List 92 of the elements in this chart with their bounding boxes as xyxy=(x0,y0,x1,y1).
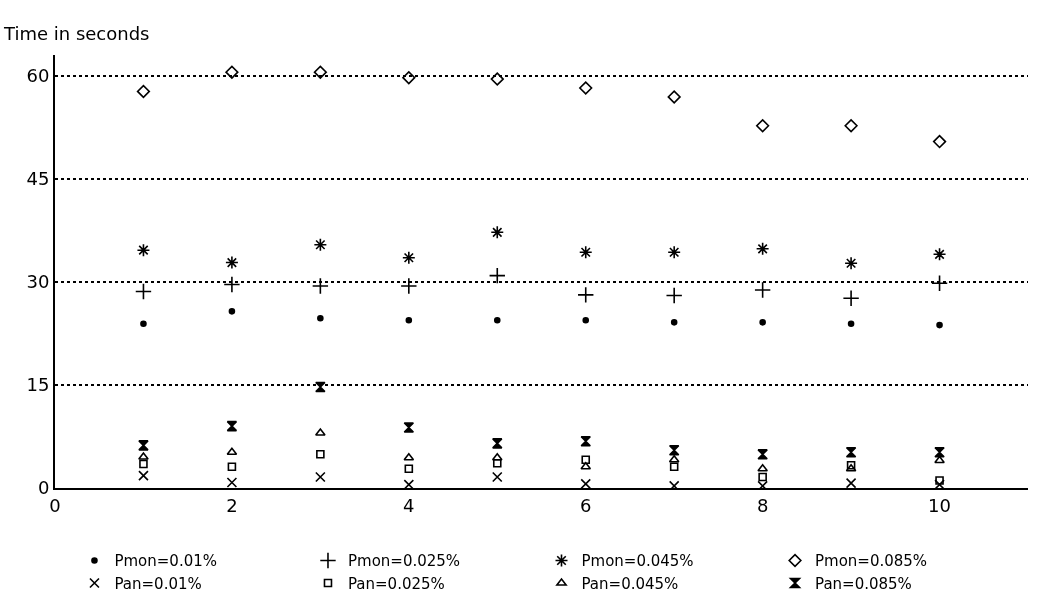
point xyxy=(578,245,593,260)
point xyxy=(311,277,329,295)
x-tick-label: 8 xyxy=(756,494,769,516)
point xyxy=(845,477,857,488)
point xyxy=(403,422,415,433)
point xyxy=(667,245,681,260)
point xyxy=(403,452,415,461)
point xyxy=(844,119,858,133)
point xyxy=(225,255,239,270)
point xyxy=(758,472,767,482)
x-tick-label: 6 xyxy=(580,494,592,516)
point xyxy=(490,72,504,86)
point xyxy=(932,134,947,149)
point xyxy=(226,420,238,432)
point xyxy=(313,65,328,79)
point xyxy=(400,277,418,295)
legend-label: Pmon=0.025% xyxy=(347,552,461,571)
y-tick-label: 45 xyxy=(26,168,50,190)
point xyxy=(670,319,678,326)
legend-label: Pan=0.085% xyxy=(815,574,912,593)
point xyxy=(934,479,945,488)
point xyxy=(579,81,593,95)
point xyxy=(402,71,416,85)
point xyxy=(136,243,151,257)
y-axis-title: Time in seconds xyxy=(3,23,150,44)
y-tick-label: 0 xyxy=(37,477,50,499)
point xyxy=(936,321,943,329)
point xyxy=(404,464,414,474)
point xyxy=(759,319,766,326)
point xyxy=(935,476,944,485)
point xyxy=(757,449,768,460)
point xyxy=(668,444,680,456)
point xyxy=(226,447,238,456)
point xyxy=(139,459,148,469)
point xyxy=(405,317,413,324)
point xyxy=(665,287,683,305)
point xyxy=(757,480,768,488)
legend-label: Pmon=0.045% xyxy=(581,552,694,571)
legend-label: Pan=0.025% xyxy=(347,574,445,593)
point xyxy=(931,274,949,292)
point xyxy=(403,479,415,488)
point xyxy=(667,90,681,104)
point xyxy=(934,446,945,458)
point xyxy=(491,471,503,483)
x-tick-label: 4 xyxy=(403,494,415,516)
point xyxy=(488,267,506,285)
point xyxy=(315,471,326,483)
point xyxy=(755,119,770,133)
point xyxy=(581,455,591,465)
point xyxy=(847,320,855,328)
point xyxy=(580,461,592,470)
point xyxy=(134,282,152,300)
legend-label: Pan=0.045% xyxy=(581,574,679,593)
point xyxy=(842,289,860,307)
legend-label: Pmon=0.01% xyxy=(114,552,218,571)
point xyxy=(136,84,151,99)
point xyxy=(138,470,149,481)
x-tick-label: 10 xyxy=(928,494,951,516)
point xyxy=(669,462,679,471)
point xyxy=(226,477,238,488)
point xyxy=(313,237,328,252)
point xyxy=(757,463,769,472)
y-tick-label: 30 xyxy=(26,271,50,293)
point xyxy=(223,276,241,294)
point xyxy=(755,242,770,256)
x-tick-label: 2 xyxy=(226,494,238,516)
point xyxy=(845,446,857,458)
point xyxy=(402,250,416,265)
point xyxy=(138,452,149,460)
point xyxy=(317,314,324,322)
point xyxy=(844,256,858,271)
point xyxy=(491,452,503,461)
point xyxy=(490,225,505,240)
point xyxy=(754,281,772,299)
point xyxy=(932,247,947,262)
point xyxy=(491,438,503,449)
point xyxy=(580,435,592,447)
point xyxy=(315,381,326,393)
legend-label: Pan=0.01% xyxy=(114,574,202,593)
point xyxy=(225,65,239,79)
point xyxy=(228,308,236,315)
point xyxy=(577,286,595,304)
point xyxy=(316,450,325,459)
y-tick-label: 15 xyxy=(26,374,50,396)
point xyxy=(138,440,149,451)
point xyxy=(582,317,590,324)
point xyxy=(227,462,237,471)
point xyxy=(493,317,501,324)
y-tick-label: 60 xyxy=(26,64,50,86)
legend-label: Pmon=0.085% xyxy=(815,552,928,571)
point xyxy=(140,320,147,328)
point xyxy=(580,478,592,488)
